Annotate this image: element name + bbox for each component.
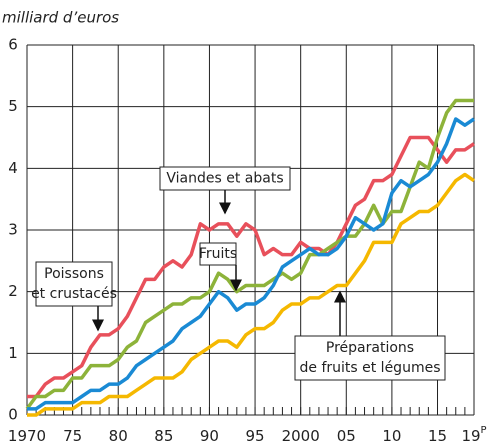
series-line (27, 135, 475, 399)
x-tick-label: 75 (63, 427, 82, 445)
x-tick-label: 15 (428, 427, 447, 445)
x-tick-label: 2000 (282, 427, 320, 445)
x-tick-label: 19 (461, 427, 480, 445)
x-tick-superscript: P (481, 425, 487, 436)
x-tick-label: 2000 (282, 427, 320, 445)
annotation-box (294, 335, 446, 381)
x-tick-label: 95 (246, 427, 265, 445)
series-label: Viandes et abats (166, 171, 283, 187)
series-line (25, 98, 474, 410)
x-tick-label: 85 (154, 427, 173, 445)
x-tick-label: 95 (246, 427, 265, 445)
series-label: de fruits et légumes (300, 360, 441, 376)
x-tick-label: 19P (461, 425, 486, 445)
series-line (27, 172, 475, 417)
x-tick-label: 80 (109, 427, 128, 445)
series-label: Poissons (44, 266, 104, 282)
x-tick-label: 10 (382, 427, 401, 445)
y-tick-label: 0 (8, 406, 18, 424)
y-tick-label: 3 (8, 221, 18, 239)
x-tick-label: 90 (200, 427, 219, 445)
y-tick-label: 2 (8, 282, 18, 300)
y-tick-label: 5 (8, 97, 18, 115)
series-label: et crustacés (31, 286, 117, 302)
series-line (27, 117, 475, 411)
annotation-box (35, 261, 113, 307)
x-tick-label: 1970 (8, 427, 46, 445)
x-tick-label: 1970 (8, 427, 46, 445)
series-label: Préparations (326, 340, 414, 356)
x-tick-label: 80 (109, 427, 128, 445)
y-tick-label: 1 (8, 344, 18, 362)
x-tick-label: 15 (428, 427, 447, 445)
x-tick-label: 90 (200, 427, 219, 445)
series-label: Fruits (199, 246, 237, 262)
y-tick-label: 4 (8, 159, 18, 177)
annotation-box (199, 242, 237, 266)
y-tick-label: 6 (8, 36, 18, 54)
x-tick-label: 05 (337, 427, 356, 445)
x-tick-label: 75 (63, 427, 82, 445)
x-tick-label: 05 (337, 427, 356, 445)
x-tick-label: 85 (154, 427, 173, 445)
x-tick-label: 10 (382, 427, 401, 445)
y-axis-label: milliard d’euros (2, 9, 119, 27)
